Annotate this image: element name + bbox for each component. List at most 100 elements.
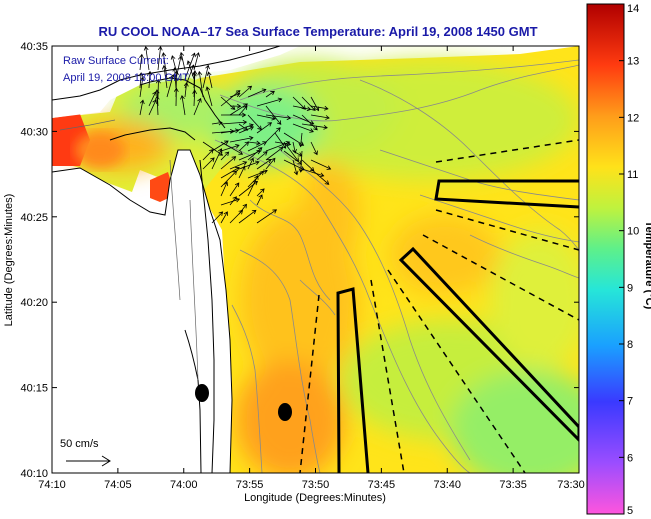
current-vector bbox=[301, 123, 328, 130]
land-north bbox=[52, 46, 300, 118]
sst-green-se bbox=[450, 370, 579, 473]
current-vector bbox=[301, 114, 318, 131]
current-vector bbox=[256, 188, 265, 197]
current-vector bbox=[292, 159, 299, 176]
colorbar-ticks: 14 13 12 11 10 9 8 7 6 5 bbox=[619, 3, 639, 517]
x-tick-label: 74:05 bbox=[104, 479, 132, 491]
current-vector bbox=[256, 194, 263, 206]
current-vector bbox=[206, 71, 213, 89]
current-vector bbox=[220, 112, 247, 118]
colorbar-tick-label: 13 bbox=[627, 56, 639, 68]
x-tick-label: 73:50 bbox=[302, 479, 330, 491]
current-vector bbox=[256, 114, 277, 121]
current-vector bbox=[220, 119, 248, 125]
current-vector bbox=[183, 81, 189, 98]
y-tick-label: 40:30 bbox=[20, 126, 48, 138]
current-vector bbox=[154, 95, 160, 116]
current-time: April 19, 2008 13:00 GMT bbox=[63, 72, 189, 84]
current-vector bbox=[211, 120, 223, 126]
current-vector bbox=[265, 157, 276, 170]
current-vector bbox=[229, 196, 237, 206]
current-vector bbox=[238, 85, 253, 98]
current-vector bbox=[161, 65, 168, 89]
x-tick-label: 74:00 bbox=[170, 479, 198, 491]
survey-rays bbox=[299, 139, 579, 473]
x-tick-label: 73:45 bbox=[368, 479, 396, 491]
current-vector bbox=[310, 141, 318, 156]
current-vector bbox=[186, 60, 195, 80]
current-vector bbox=[139, 76, 145, 98]
current-vector bbox=[265, 114, 292, 121]
y-tick-label: 40:25 bbox=[20, 212, 48, 224]
x-axis-label: Longitude (Degrees:Minutes) bbox=[244, 492, 386, 504]
current-vector bbox=[247, 147, 263, 161]
current-vector bbox=[301, 96, 316, 112]
current-vector bbox=[292, 96, 306, 110]
current-vector bbox=[310, 114, 330, 120]
x-tick-label: 73:40 bbox=[433, 479, 461, 491]
current-vector bbox=[301, 168, 325, 178]
current-vector bbox=[310, 96, 320, 112]
current-vector bbox=[193, 52, 201, 71]
coast-detail bbox=[59, 119, 199, 381]
colorbar-tick-label: 7 bbox=[627, 396, 633, 408]
current-vector bbox=[220, 96, 236, 110]
current-vector bbox=[247, 157, 254, 170]
sst-field bbox=[52, 46, 579, 473]
x-axis: 74:10 74:05 74:00 73:55 73:50 73:45 73:40 73:35… bbox=[38, 46, 585, 491]
y-tick-label: 40:35 bbox=[20, 41, 48, 53]
sst-orange-band bbox=[240, 210, 360, 390]
current-vector bbox=[143, 46, 150, 71]
current-vector bbox=[229, 103, 242, 109]
colorbar-tick-label: 10 bbox=[627, 226, 639, 238]
current-vector bbox=[220, 211, 228, 224]
colorbar-tick-label: 14 bbox=[627, 3, 639, 15]
current-vector bbox=[147, 70, 153, 89]
current-vector bbox=[205, 86, 213, 107]
colorbar-tick-label: 5 bbox=[627, 505, 633, 517]
current-vector bbox=[211, 148, 223, 170]
x-tick-label: 73:35 bbox=[499, 479, 527, 491]
colorbar-label: Temperature (°C) bbox=[643, 221, 651, 310]
current-vector bbox=[310, 105, 329, 111]
current-vector bbox=[310, 159, 332, 170]
current-vector bbox=[229, 135, 254, 143]
current-vector bbox=[172, 67, 178, 89]
current-vector bbox=[202, 148, 214, 161]
current-vector bbox=[192, 89, 197, 107]
colorbar-tick-label: 6 bbox=[627, 452, 633, 464]
current-vector bbox=[238, 123, 249, 131]
chart-title: RU COOL NOAA–17 Sea Surface Temperature:… bbox=[98, 24, 537, 39]
scale-arrow bbox=[66, 455, 111, 467]
current-vector bbox=[192, 70, 198, 98]
current-vector bbox=[247, 88, 267, 98]
current-vector bbox=[211, 140, 229, 152]
current-vector bbox=[202, 157, 215, 170]
y-axis: 40:35 40:30 40:25 40:20 40:15 40:10 bbox=[20, 41, 579, 480]
current-vector bbox=[298, 132, 304, 148]
current-vector bbox=[310, 168, 330, 185]
current-vector bbox=[265, 105, 282, 125]
y-tick-label: 40:15 bbox=[20, 383, 48, 395]
current-vector bbox=[229, 182, 240, 197]
current-vector bbox=[256, 209, 278, 224]
current-vector bbox=[155, 78, 161, 98]
current-vector bbox=[139, 99, 145, 116]
scale-label: 50 cm/s bbox=[60, 438, 99, 450]
current-vector bbox=[256, 158, 272, 170]
colorbar bbox=[586, 3, 625, 515]
current-vector bbox=[247, 140, 261, 146]
current-vector bbox=[173, 87, 179, 107]
current-vector bbox=[256, 97, 283, 107]
current-vector bbox=[265, 127, 281, 143]
current-vector bbox=[157, 46, 163, 71]
x-tick-label: 74:10 bbox=[38, 479, 66, 491]
current-vector bbox=[202, 64, 210, 89]
y-axis-label: Latitude (Degrees:Minutes) bbox=[3, 194, 15, 327]
current-vector bbox=[265, 90, 275, 98]
current-vector bbox=[220, 151, 230, 161]
current-vector bbox=[197, 70, 204, 98]
current-vectors bbox=[138, 46, 332, 224]
current-vector bbox=[238, 126, 255, 134]
